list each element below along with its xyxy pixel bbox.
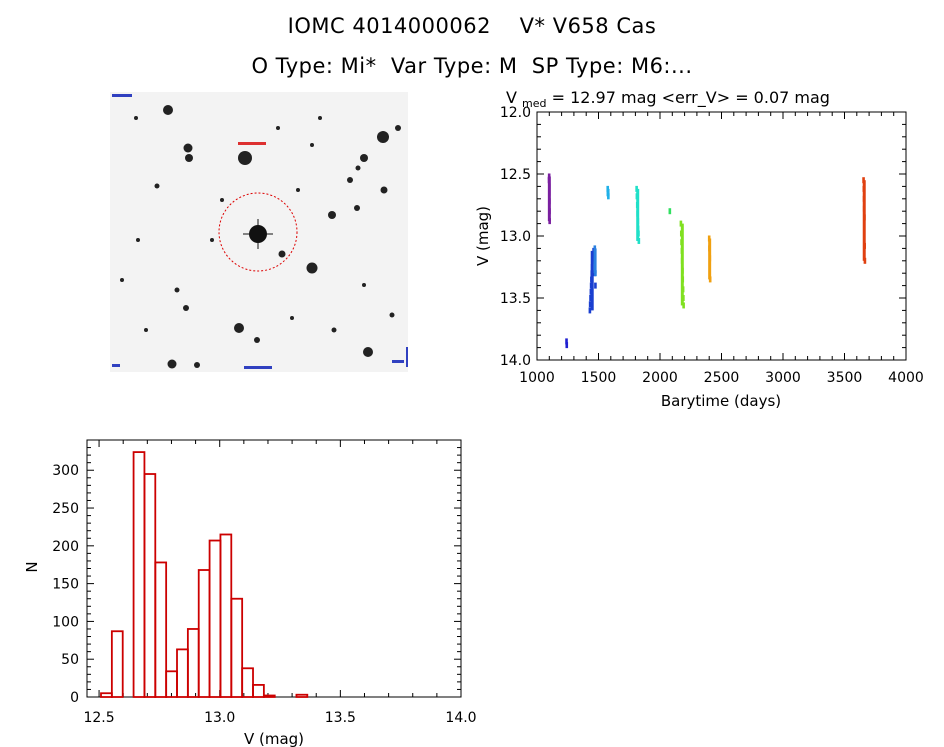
light-curve-title: V med = 12.97 mag <err_V> = 0.07 mag [506, 88, 830, 111]
histogram-y-tick-label: 150 [52, 577, 79, 593]
histogram-bar [186, 628, 200, 698]
light-curve-point [588, 301, 592, 308]
light-curve-title-v: V [506, 88, 517, 107]
light-curve-point-cluster [590, 250, 594, 311]
light-curve-point [668, 208, 672, 215]
light-curve-point [565, 342, 569, 349]
histogram-y-label: N [23, 561, 41, 572]
light-curve-point [588, 307, 592, 314]
light-curve-x-tick-label: 3000 [765, 370, 801, 386]
histogram-bar [143, 473, 157, 698]
thumbnail-target-label [238, 142, 266, 145]
histogram-bar [219, 533, 233, 698]
thumbnail-corner-marks [112, 94, 408, 369]
light-curve-point-cluster [708, 238, 712, 280]
light-curve-y-label: V (mag) [474, 206, 492, 266]
histogram-bar [197, 569, 211, 698]
histogram-frame [86, 439, 462, 698]
histogram-bar [132, 451, 146, 698]
histogram-y-tick-label: 50 [61, 652, 79, 668]
histogram-y-tick-label: 250 [52, 501, 79, 517]
histogram-bar [262, 694, 276, 698]
histogram-bar [154, 561, 168, 698]
object-identifier-title: IOMC 4014000062 V* V658 Cas [287, 14, 657, 38]
light-curve-points [547, 173, 867, 349]
background-stars [120, 105, 401, 369]
light-curve-y-tick-label: 13.0 [500, 229, 531, 245]
histogram-bar [208, 539, 222, 698]
light-curve-point [594, 282, 597, 289]
light-curve-title-text: = 12.97 mag <err_V> = 0.07 mag [552, 88, 830, 108]
histogram-bar [295, 693, 309, 698]
object-type-subtitle: O Type: Mi* Var Type: M SP Type: M6:... [251, 54, 693, 78]
light-curve-x-tick-label: 1500 [581, 370, 617, 386]
light-curve-point-cluster [606, 188, 610, 197]
light-curve-x-tick-label: 4000 [888, 370, 924, 386]
light-curve-y-tick-label: 12.5 [500, 167, 531, 183]
light-curve-x-tick-label: 3500 [827, 370, 863, 386]
light-curve-point-cluster [593, 248, 597, 274]
light-curve-point [589, 295, 592, 301]
star-field-image [110, 92, 408, 372]
light-curve-x-tick-label: 2000 [642, 370, 678, 386]
target-star [218, 192, 298, 272]
histogram-bar [230, 597, 244, 698]
light-curve-y-tick-label: 13.5 [500, 291, 531, 307]
histogram-x-label: V (mag) [244, 730, 304, 747]
light-curve-title-subscript: med [522, 97, 546, 110]
light-curve-axes: 1000 1500 2000 2500 3000 3500 4000 12.0 12.5 13.0… [500, 105, 924, 386]
histogram-x-tick-label: 12.5 [83, 710, 114, 726]
histogram-x-tick-label: 14.0 [445, 710, 476, 726]
light-curve-point-cluster [547, 176, 551, 222]
histogram-bar [241, 667, 254, 698]
histogram-x-tick-label: 13.5 [325, 710, 356, 726]
histogram-bar [110, 630, 124, 698]
histogram-bar [176, 648, 189, 698]
light-curve-x-label: Barytime (days) [661, 392, 781, 410]
light-curve-point-cluster [680, 223, 684, 306]
histogram-bars [100, 451, 309, 698]
histogram-x-tick-label: 13.0 [204, 710, 235, 726]
histogram-y-tick-label: 0 [70, 690, 79, 706]
light-curve-point-cluster [636, 188, 640, 241]
histogram-y-tick-label: 200 [52, 539, 79, 555]
light-curve-point [594, 270, 597, 277]
histogram-bar [100, 692, 113, 698]
aperture-circle [218, 192, 298, 272]
light-curve-y-tick-label: 14.0 [500, 353, 531, 369]
light-curve-y-tick-label: 12.0 [500, 105, 531, 121]
histogram-axes: 12.5 13.0 13.5 14.0 0 50 100 150 200 250 300 [52, 439, 477, 726]
light-curve-x-tick-label: 2500 [704, 370, 740, 386]
light-curve-x-tick-label: 1000 [519, 370, 555, 386]
light-curve-point-cluster [862, 180, 866, 261]
light-curve-point [565, 338, 568, 345]
histogram-y-tick-label: 100 [52, 614, 79, 630]
histogram-bar [252, 684, 265, 698]
histogram-y-tick-label: 300 [52, 463, 79, 479]
